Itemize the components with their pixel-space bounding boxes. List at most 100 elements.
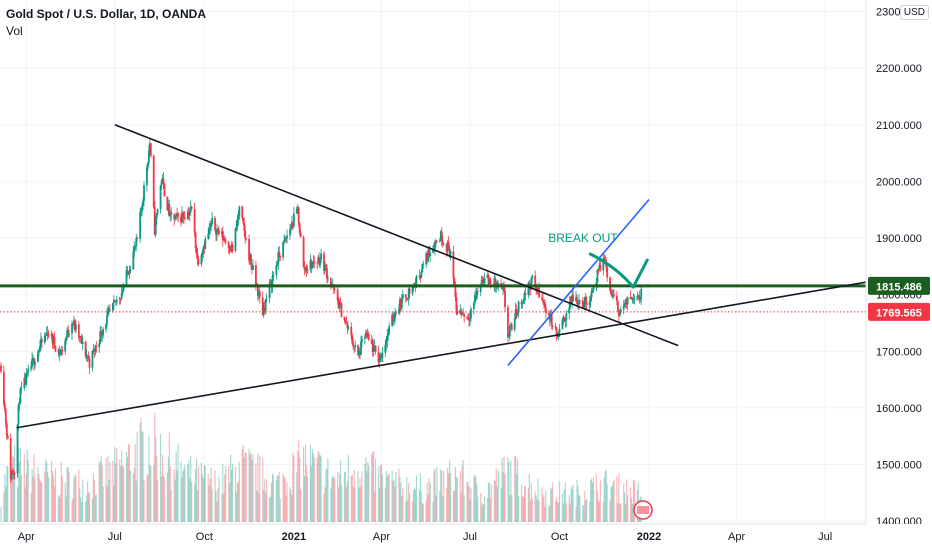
candle: [597, 269, 600, 271]
candle: [323, 253, 325, 272]
candle: [439, 231, 442, 241]
candle: [548, 314, 551, 321]
volume-bar: [209, 478, 211, 522]
candle: [59, 354, 62, 355]
volume-bar: [520, 484, 523, 522]
volume-bar: [379, 465, 382, 522]
candle: [388, 325, 391, 334]
volume-bar: [241, 449, 243, 522]
candle: [381, 352, 384, 359]
candle: [256, 285, 259, 296]
volume-bar: [33, 454, 35, 522]
volume-bar: [536, 499, 538, 522]
candle: [298, 223, 301, 233]
candle: [420, 272, 423, 278]
candle: [366, 334, 369, 337]
volume-bar: [203, 465, 205, 522]
candle: [481, 279, 484, 281]
volume-bar: [92, 473, 95, 522]
volume-bar: [310, 465, 312, 522]
candle: [30, 366, 33, 369]
candle: [268, 283, 271, 299]
volume-bar: [265, 493, 267, 522]
candle: [113, 299, 116, 301]
volume-bar: [166, 472, 168, 522]
candle: [208, 228, 211, 234]
volume-bar: [384, 487, 386, 522]
volume-bar: [98, 461, 100, 522]
candle: [454, 283, 457, 298]
candle: [432, 248, 434, 253]
candle: [591, 289, 594, 291]
volume-bar: [207, 474, 209, 522]
volume-bar: [544, 506, 546, 522]
volume-bar: [606, 483, 608, 522]
volume-legend: Vol: [6, 24, 23, 38]
candle: [494, 278, 497, 287]
candle: [629, 296, 632, 299]
volume-bar: [37, 466, 39, 522]
candle: [221, 231, 224, 241]
candle: [242, 218, 245, 224]
candle: [68, 333, 70, 336]
volume-bar: [550, 488, 552, 522]
candle: [13, 473, 16, 475]
volume-bar: [250, 452, 252, 522]
volume-bar: [52, 475, 55, 522]
volume-bar: [182, 471, 184, 522]
candle: [625, 299, 628, 305]
candle: [71, 323, 73, 334]
currency-button[interactable]: USD: [899, 5, 929, 20]
candle: [441, 241, 444, 244]
volume-bar: [3, 492, 5, 522]
candle: [32, 358, 34, 360]
volume-bar: [633, 480, 636, 522]
candle: [596, 269, 599, 282]
volume-bar: [197, 466, 200, 522]
volume-bar: [46, 461, 48, 522]
y-tick-label: 2000.000: [876, 176, 922, 188]
candle: [243, 223, 246, 231]
candle: [100, 331, 103, 337]
candle: [143, 185, 145, 201]
candle: [305, 267, 308, 272]
volume-bar: [579, 495, 581, 522]
candle: [543, 302, 546, 308]
volume-bar: [285, 495, 287, 522]
volume-bar: [368, 465, 370, 522]
volume-bar: [181, 477, 183, 522]
volume-bar: [500, 488, 502, 522]
volume-bar: [300, 489, 302, 522]
candle: [589, 297, 592, 303]
volume-bar: [327, 458, 329, 522]
candle: [261, 297, 264, 316]
candle: [170, 212, 173, 215]
candle: [3, 404, 6, 410]
candle: [626, 296, 629, 305]
candle: [291, 222, 293, 229]
candle: [255, 265, 257, 285]
volume-bar: [122, 465, 124, 522]
volume-bar: [359, 478, 361, 522]
candle: [316, 262, 319, 264]
candle: [425, 253, 428, 265]
candle: [284, 237, 286, 241]
candle: [181, 212, 183, 222]
candle: [558, 328, 561, 333]
candle: [121, 290, 124, 294]
candle: [114, 300, 117, 303]
volume-bar: [503, 456, 505, 522]
candle: [630, 298, 633, 300]
candle: [555, 327, 558, 335]
volume-bar: [495, 468, 497, 522]
volume-bar: [414, 490, 417, 522]
candle: [338, 302, 341, 309]
candle: [324, 265, 326, 272]
candle: [496, 282, 499, 287]
volume-bar: [377, 466, 380, 522]
volume-bar: [168, 432, 170, 522]
candle: [257, 291, 260, 296]
candle: [98, 343, 101, 348]
volume-bar: [95, 494, 97, 522]
